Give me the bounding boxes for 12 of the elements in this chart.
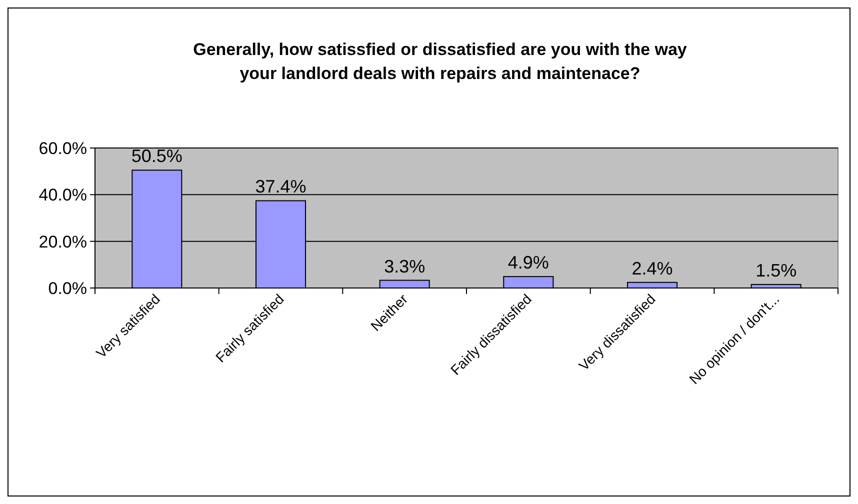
y-tick-label: 20.0% xyxy=(38,232,87,252)
y-tick-label: 0.0% xyxy=(48,278,87,298)
data-label: 2.4% xyxy=(632,258,673,278)
data-label: 37.4% xyxy=(255,176,306,197)
data-label: 50.5% xyxy=(131,146,182,166)
y-tick-label: 40.0% xyxy=(38,186,87,205)
data-label: 3.3% xyxy=(384,256,426,276)
chart-title: Generally, how satissfied or dissatisfied are you with the way your landlord deals with repairs and maintenace? xyxy=(193,40,688,83)
data-label: 4.9% xyxy=(508,252,549,273)
bar xyxy=(503,276,554,288)
y-tick-label: 60.0% xyxy=(38,138,87,158)
data-label: 1.5% xyxy=(756,260,797,280)
